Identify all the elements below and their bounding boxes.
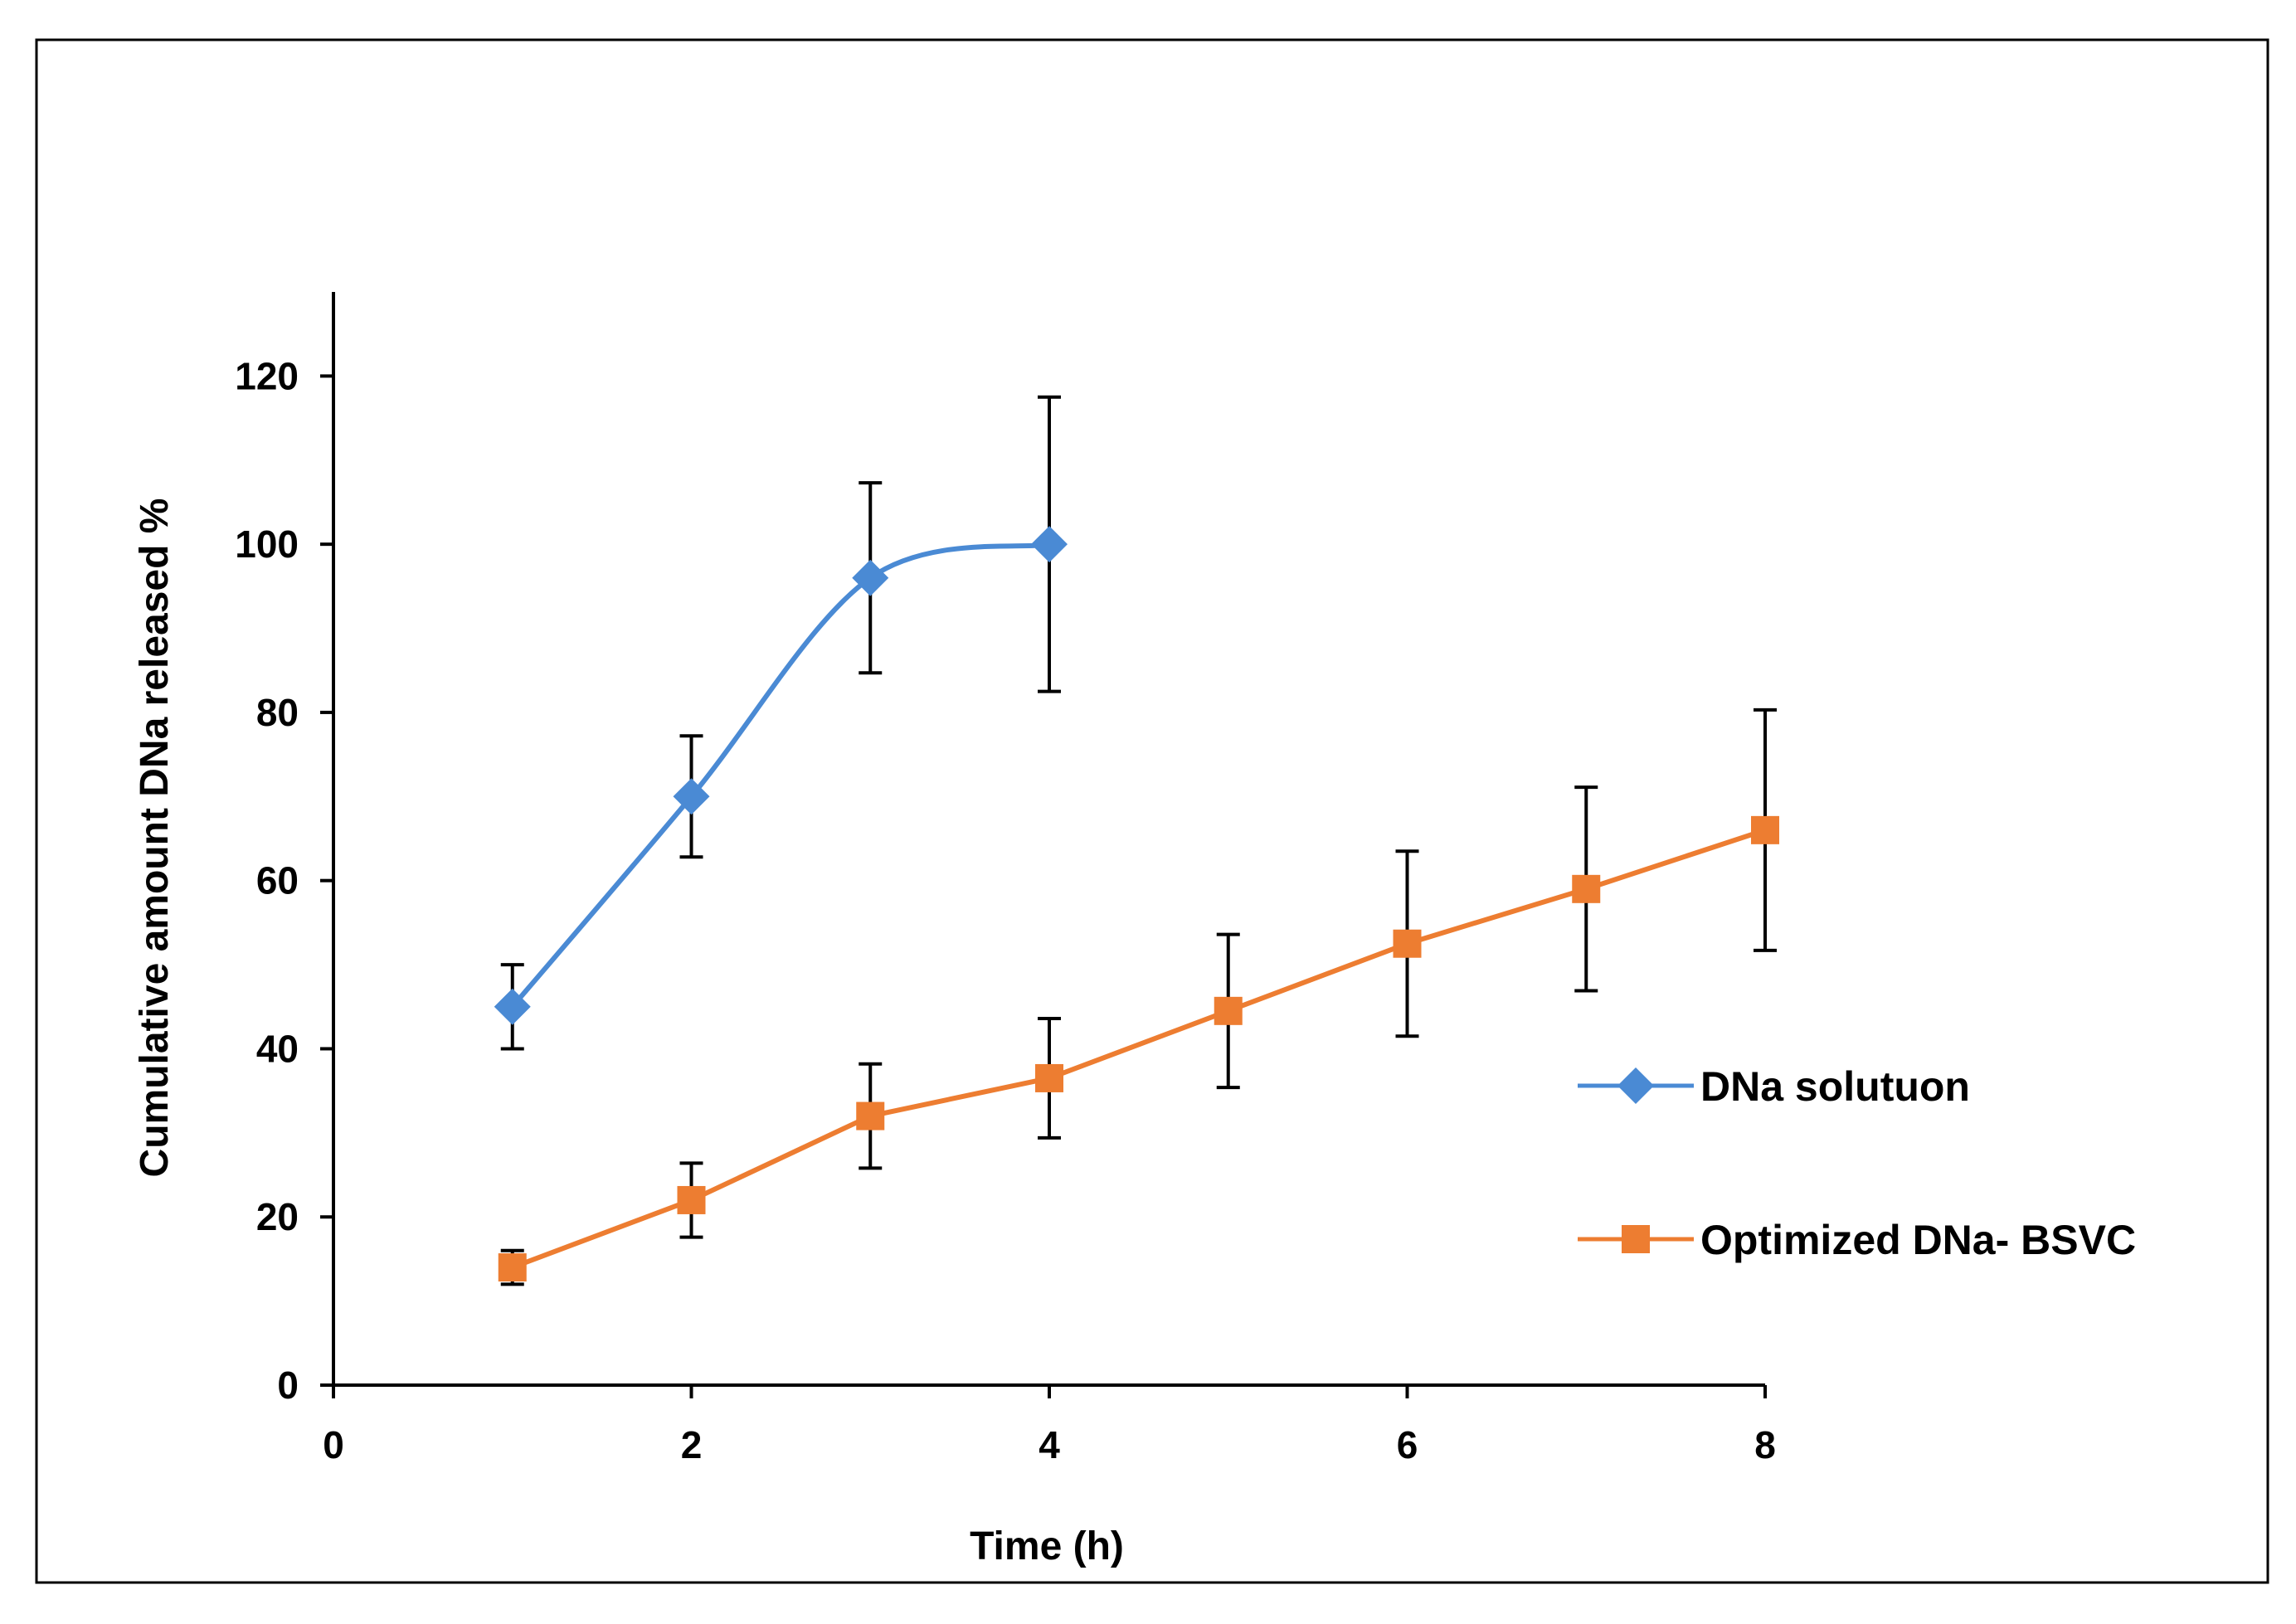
legend-item-optimized-dna-bsvc: Optimized DNa- BSVC xyxy=(1578,1217,2136,1263)
legend-item-dna-solution: DNa solutuon xyxy=(1578,1063,1970,1110)
data-point-square xyxy=(498,1253,527,1282)
series-0 xyxy=(494,395,1068,1051)
data-point-square xyxy=(1751,815,1779,844)
y-tick-label: 40 xyxy=(256,1027,299,1070)
data-point-square xyxy=(1214,996,1243,1025)
legend-square-icon xyxy=(1622,1225,1650,1253)
y-tick-label: 120 xyxy=(235,354,299,397)
x-tick-label: 0 xyxy=(323,1423,344,1466)
y-tick-label: 20 xyxy=(256,1195,299,1238)
data-point-square xyxy=(1035,1063,1063,1092)
series-line xyxy=(510,542,1050,1009)
legend-diamond-icon xyxy=(1617,1067,1654,1104)
legend-label-optimized-dna-bsvc: Optimized DNa- BSVC xyxy=(1700,1217,2136,1263)
legend: DNa solutuon Optimized DNa- BSVC xyxy=(1578,1063,2136,1263)
data-point-square xyxy=(1393,929,1422,958)
data-point-diamond xyxy=(673,778,710,815)
x-axis-title: Time (h) xyxy=(970,1524,1124,1568)
x-tick-label: 8 xyxy=(1754,1423,1776,1466)
data-point-diamond xyxy=(852,559,889,596)
data-point-square xyxy=(677,1185,706,1214)
series-line xyxy=(511,828,1766,1270)
series xyxy=(494,395,1779,1286)
tick-marks xyxy=(320,374,1767,1398)
data-point-diamond xyxy=(494,988,531,1025)
x-tick-label: 4 xyxy=(1039,1423,1060,1466)
data-point-square xyxy=(1572,874,1601,903)
chart-frame xyxy=(35,38,2269,1584)
data-point-square xyxy=(856,1101,885,1130)
y-tick-label: 80 xyxy=(256,691,299,734)
x-tick-label: 2 xyxy=(681,1423,703,1466)
legend-label-dna-solution: DNa solutuon xyxy=(1700,1063,1970,1110)
data-point-diamond xyxy=(1031,526,1068,563)
series-1 xyxy=(498,707,1779,1286)
y-tick-label: 100 xyxy=(235,523,299,566)
y-tick-label: 60 xyxy=(256,859,299,902)
y-tick-label: 0 xyxy=(277,1364,299,1407)
y-axis-title: Cumulative amount DNa released % xyxy=(133,498,177,1178)
x-tick-label: 6 xyxy=(1397,1423,1418,1466)
tick-labels: 0 20 40 60 80 100 120 0 2 4 6 8 xyxy=(235,354,1776,1466)
